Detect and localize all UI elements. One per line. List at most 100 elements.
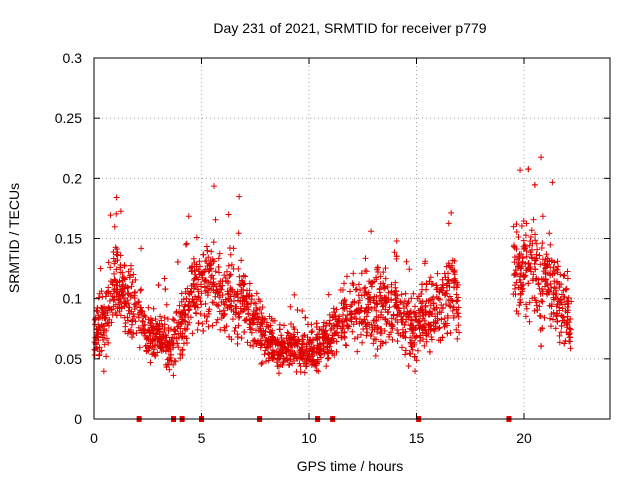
data-point xyxy=(344,312,351,319)
data-point xyxy=(354,334,361,341)
data-point xyxy=(539,256,546,263)
data-point xyxy=(350,270,357,277)
data-point xyxy=(426,348,433,355)
data-point xyxy=(349,299,356,306)
data-point xyxy=(393,301,400,308)
data-point xyxy=(413,357,420,364)
data-point xyxy=(201,278,208,285)
data-point xyxy=(97,314,104,321)
data-point xyxy=(229,288,236,295)
data-point xyxy=(214,290,221,297)
data-point xyxy=(553,290,560,297)
data-point xyxy=(314,356,321,363)
data-point xyxy=(360,326,367,333)
data-point xyxy=(411,310,418,317)
data-point xyxy=(555,298,562,305)
data-point xyxy=(124,330,131,337)
data-point xyxy=(523,253,530,260)
data-point xyxy=(303,357,310,364)
data-point xyxy=(341,333,348,340)
data-point xyxy=(450,277,457,284)
data-point xyxy=(263,344,270,351)
data-point xyxy=(402,328,409,335)
data-point xyxy=(284,357,291,364)
data-point xyxy=(106,298,113,305)
data-point xyxy=(538,245,545,252)
data-point xyxy=(245,304,252,311)
data-point xyxy=(219,291,226,298)
data-point xyxy=(221,324,228,331)
data-point xyxy=(358,270,365,277)
data-point xyxy=(238,277,245,284)
data-point xyxy=(162,348,169,355)
data-point xyxy=(193,310,200,317)
data-point xyxy=(381,283,388,290)
data-point xyxy=(301,369,308,376)
data-point xyxy=(547,280,554,287)
data-point xyxy=(546,230,553,237)
data-point xyxy=(147,359,154,366)
data-point xyxy=(250,308,257,315)
data-point xyxy=(264,337,271,344)
data-point xyxy=(291,350,298,357)
data-point xyxy=(149,326,156,333)
data-point xyxy=(518,222,525,229)
data-point xyxy=(421,260,428,267)
data-point xyxy=(207,274,214,281)
data-point xyxy=(314,331,321,338)
data-point xyxy=(306,354,313,361)
data-point xyxy=(234,340,241,347)
data-point xyxy=(219,310,226,317)
data-point xyxy=(241,298,248,305)
data-point xyxy=(407,308,414,315)
data-point xyxy=(181,303,188,310)
data-point xyxy=(215,302,222,309)
data-point xyxy=(109,279,116,286)
data-point xyxy=(317,354,324,361)
data-point xyxy=(454,281,461,288)
data-point xyxy=(341,280,348,287)
y-axis-label: SRMTID / TECUs xyxy=(6,183,22,293)
data-point xyxy=(517,299,524,306)
data-point xyxy=(181,311,188,318)
data-point xyxy=(364,329,371,336)
data-point xyxy=(193,274,200,281)
data-point xyxy=(439,305,446,312)
data-point xyxy=(362,267,369,274)
data-point xyxy=(185,302,192,309)
data-point xyxy=(520,237,527,244)
data-point xyxy=(287,348,294,355)
data-point xyxy=(165,345,172,352)
data-point xyxy=(541,260,548,267)
data-point xyxy=(436,296,443,303)
data-point xyxy=(274,338,281,345)
data-point xyxy=(287,356,294,363)
data-point xyxy=(407,339,414,346)
data-point xyxy=(205,308,212,315)
data-point xyxy=(453,291,460,298)
data-point xyxy=(110,255,117,262)
data-point xyxy=(373,274,380,281)
data-point xyxy=(392,284,399,291)
data-point xyxy=(217,326,224,333)
data-point xyxy=(451,269,458,276)
data-point xyxy=(268,353,275,360)
data-point xyxy=(564,268,571,275)
data-point xyxy=(234,334,241,341)
data-point xyxy=(557,271,564,278)
data-point xyxy=(193,234,200,241)
data-point xyxy=(117,264,124,271)
data-point xyxy=(523,267,530,274)
data-point xyxy=(247,342,254,349)
data-point xyxy=(423,280,430,287)
data-point xyxy=(538,298,545,305)
data-point xyxy=(200,251,207,258)
data-point xyxy=(309,337,316,344)
data-point xyxy=(324,349,331,356)
data-point xyxy=(454,335,461,342)
data-point xyxy=(113,266,120,273)
data-point xyxy=(517,290,524,297)
data-point xyxy=(548,284,555,291)
data-point xyxy=(177,313,184,320)
data-point xyxy=(110,296,117,303)
